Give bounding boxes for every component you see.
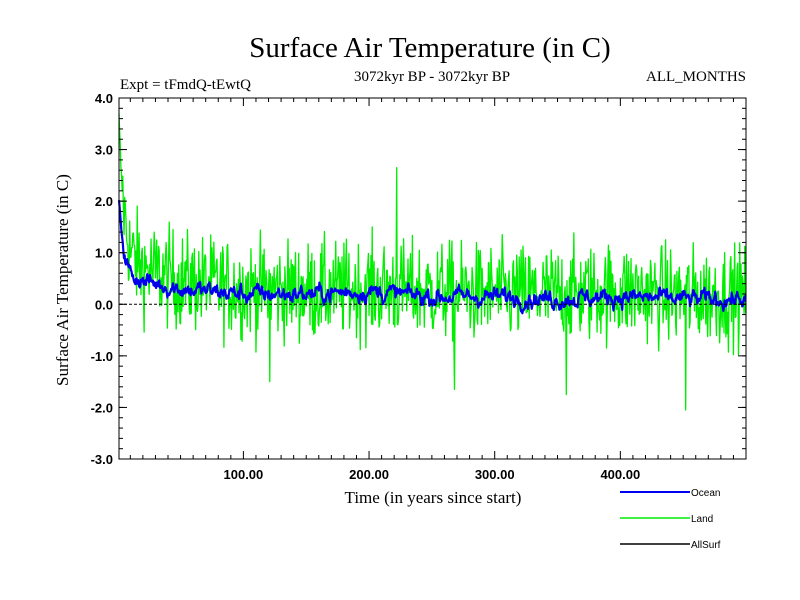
x-tick-label: 400.00 (600, 467, 640, 482)
chart-subtitle-right: ALL_MONTHS (646, 69, 746, 85)
y-tick-label: -3.0 (91, 452, 113, 467)
y-tick-label: 0.0 (95, 297, 113, 312)
plot-area (117, 113, 747, 411)
y-tick-label: -1.0 (91, 349, 113, 364)
x-axis-label: Time (in years since start) (345, 488, 522, 507)
legend-label-allsurf: AllSurf (691, 540, 721, 551)
x-tick-label: 100.00 (224, 467, 264, 482)
series-land-line (118, 113, 747, 411)
legend-label-ocean: Ocean (691, 488, 720, 499)
chart-subtitle-center: 3072kyr BP - 3072kyr BP (354, 69, 510, 85)
y-tick-label: 3.0 (95, 143, 113, 158)
series-ocean-line (117, 200, 747, 315)
plot-frame (118, 97, 747, 460)
chart-title: Surface Air Temperature (in C) (249, 32, 610, 64)
legend: Ocean Land AllSurf (620, 488, 721, 551)
y-tick-label: 1.0 (95, 246, 113, 261)
axis-ticks: -3.0 -2.0 -1.0 0.0 1.0 2.0 3.0 4.0 100.00 200.00 3… (91, 91, 747, 482)
y-tick-label: -2.0 (91, 400, 113, 415)
y-axis-label: Surface Air Temperature (in C) (53, 174, 72, 386)
y-tick-label: 2.0 (95, 194, 113, 209)
x-tick-label: 300.00 (475, 467, 515, 482)
y-tick-label: 4.0 (95, 91, 113, 106)
legend-label-land: Land (691, 514, 713, 525)
chart-subtitle-left: Expt = tFmdQ-tEwtQ (120, 77, 251, 93)
x-tick-label: 200.00 (349, 467, 389, 482)
